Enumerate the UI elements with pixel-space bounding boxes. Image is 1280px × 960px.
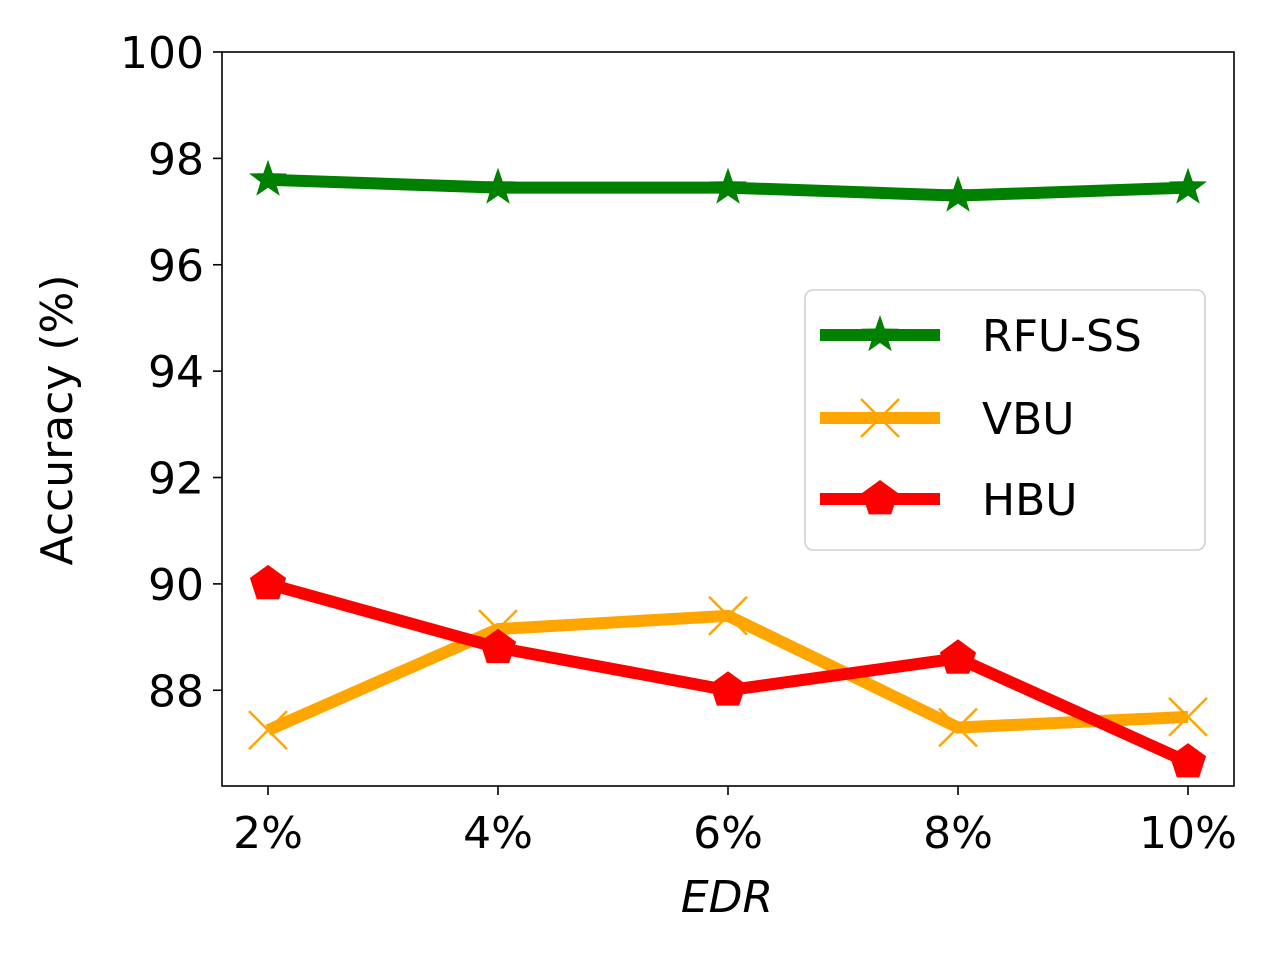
data-point	[479, 628, 517, 664]
legend-label: RFU-SS	[982, 311, 1142, 362]
legend-item: RFU-SS	[820, 311, 1142, 362]
y-axis: 88 90 92 94 96 98 100	[120, 28, 222, 717]
data-point	[709, 167, 747, 204]
legend-item: HBU	[820, 475, 1077, 526]
y-tick-label: 100	[120, 28, 204, 79]
series-vbu	[248, 595, 1208, 751]
y-tick-label: 90	[148, 560, 204, 611]
y-tick-label: 98	[148, 134, 204, 185]
x-tick-label: 8%	[923, 808, 993, 859]
x-tick-label: 6%	[693, 808, 763, 859]
legend-label: HBU	[982, 475, 1077, 526]
y-tick-label: 92	[148, 454, 204, 505]
data-point	[249, 564, 287, 600]
data-point	[938, 707, 978, 748]
y-tick-label: 88	[148, 666, 204, 717]
legend-marker	[860, 398, 900, 438]
data-point	[248, 710, 288, 751]
x-tick-label: 2%	[233, 808, 303, 859]
x-axis-label: EDR	[681, 872, 773, 923]
series-rfu-ss	[249, 159, 1207, 212]
data-point	[1169, 743, 1207, 778]
legend: RFU-SS VBU HBU	[804, 289, 1206, 551]
x-tick-label: 4%	[463, 808, 533, 859]
legend-marker	[861, 480, 899, 515]
x-axis: 2% 4% 6% 8% 10%	[233, 786, 1237, 859]
legend-marker	[861, 315, 899, 352]
y-axis-label: Accuracy (%)	[32, 274, 83, 565]
data-point	[479, 167, 517, 204]
series-hbu	[249, 564, 1207, 778]
data-point	[939, 639, 977, 674]
legend-frame	[804, 289, 1206, 551]
data-point	[249, 159, 287, 196]
legend-item: VBU	[820, 394, 1075, 445]
y-tick-label: 94	[148, 347, 204, 398]
y-tick-label: 96	[148, 241, 204, 292]
x-tick-label: 10%	[1139, 808, 1237, 859]
legend-label: VBU	[982, 394, 1075, 445]
data-point	[1169, 167, 1207, 204]
data-point	[708, 595, 748, 636]
data-point	[709, 671, 747, 706]
plot-area	[221, 51, 1235, 787]
data-point	[1168, 696, 1208, 737]
data-point	[939, 175, 977, 212]
